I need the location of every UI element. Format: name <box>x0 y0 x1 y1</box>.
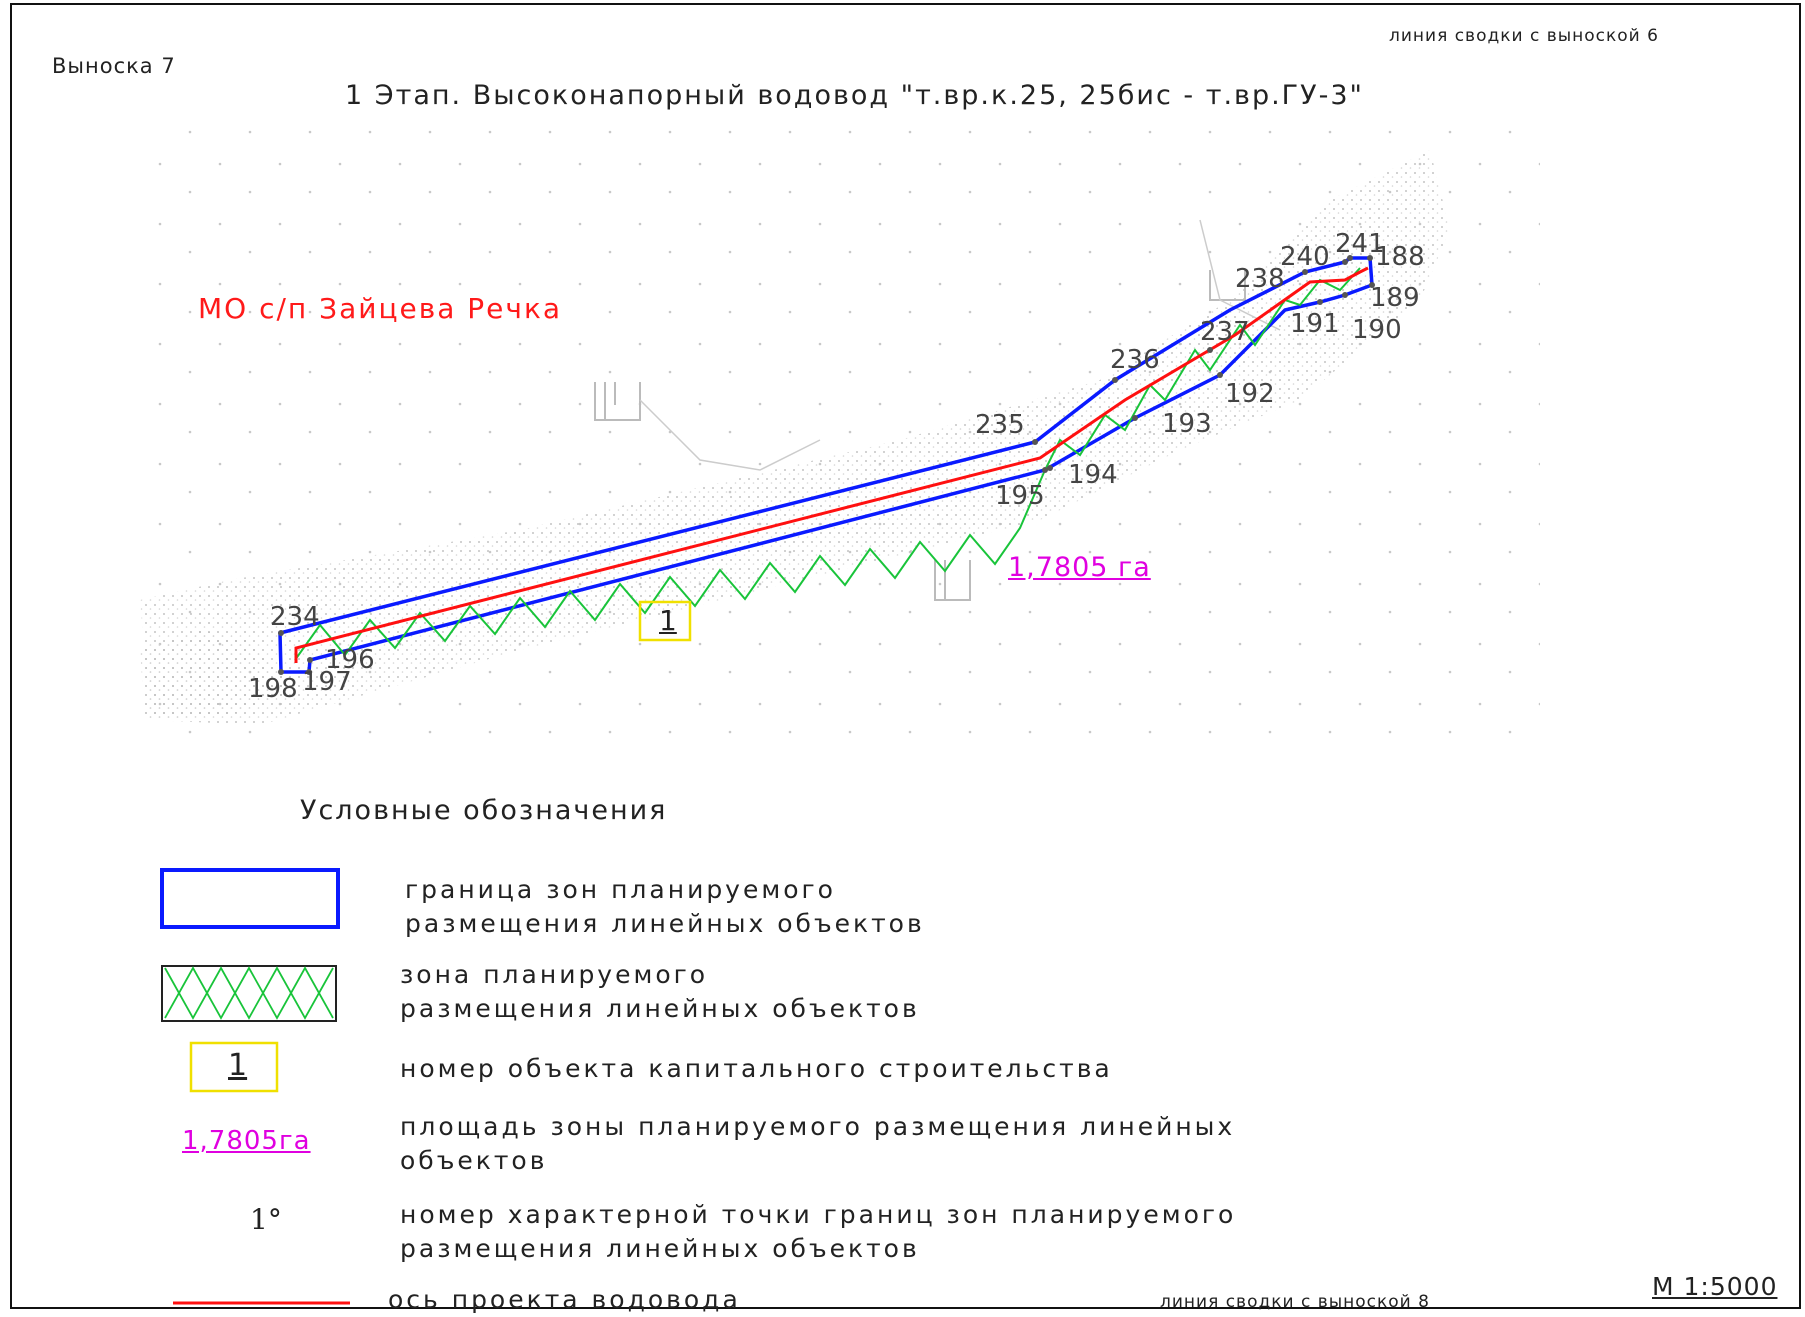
point-label: 195 <box>995 481 1045 511</box>
water-main-axis <box>294 266 1369 663</box>
point-label: 191 <box>1290 309 1340 339</box>
point-marker <box>278 669 284 675</box>
terrain-band <box>140 150 1450 725</box>
point-marker <box>1132 415 1138 421</box>
point-label: 188 <box>1375 242 1425 272</box>
point-marker <box>1367 255 1373 261</box>
municipality-label: МО с/п Зайцева Речка <box>198 292 563 325</box>
legend-item-object: номер объекта капитального строительства <box>400 1054 1113 1083</box>
point-marker <box>1207 347 1213 353</box>
legend-object-box-symbol <box>189 1041 279 1093</box>
point-marker <box>1342 259 1348 265</box>
point-label: 192 <box>1225 379 1275 409</box>
legend-item-boundary: граница зон планируемого размещения линей… <box>405 875 925 938</box>
point-label: 194 <box>1068 460 1118 490</box>
point-marker <box>306 669 312 675</box>
legend-item-point: номер характерной точки границ зон плани… <box>400 1200 1237 1263</box>
legend-item-axis: ось проекта водовода <box>388 1285 741 1314</box>
point-label: 189 <box>1370 283 1420 313</box>
point-marker <box>1302 269 1308 275</box>
legend-item-hatch: зона планируемого размещения линейных объ… <box>400 960 920 1023</box>
point-label: 240 <box>1280 242 1330 272</box>
point-label: 196 <box>325 645 375 675</box>
legend-title: Условные обозначения <box>300 795 668 826</box>
point-marker <box>1217 372 1223 378</box>
point-marker <box>278 630 284 636</box>
match-line-top: линия сводки с выноской 6 <box>1389 26 1659 46</box>
legend-hatch-symbol <box>161 965 337 1022</box>
point-label: 198 <box>248 674 298 704</box>
point-label: 238 <box>1235 264 1285 294</box>
match-line-bottom: линия сводки с выноской 8 <box>1160 1292 1430 1312</box>
legend-object-sample: 1 <box>228 1048 248 1083</box>
legend-point-sample: 1° <box>250 1203 282 1236</box>
point-marker <box>1047 465 1053 471</box>
legend-boundary-symbol <box>160 868 340 929</box>
zone-hatch <box>294 267 1361 661</box>
legend-item-area: площадь зоны планируемого размещения лин… <box>400 1112 1236 1175</box>
point-marker <box>1317 299 1323 305</box>
point-marker <box>1042 467 1048 473</box>
area-label: 1,7805 га <box>1008 552 1151 583</box>
point-label: 234 <box>270 602 320 632</box>
legend-area-sample: 1,7805га <box>182 1126 311 1156</box>
point-label: 241 <box>1335 229 1385 259</box>
scale-label: М 1:5000 <box>1652 1272 1778 1301</box>
point-label: 236 <box>1110 345 1160 375</box>
point-marker <box>1342 292 1348 298</box>
point-label: 237 <box>1200 317 1250 347</box>
point-marker <box>1369 282 1375 288</box>
terrain-band-dense <box>140 630 300 720</box>
point-label: 193 <box>1162 409 1212 439</box>
point-marker <box>1032 439 1038 445</box>
callout-label: Выноска 7 <box>52 54 176 78</box>
object-number-label: 1 <box>659 604 677 637</box>
object-number-box <box>638 600 692 642</box>
point-label: 235 <box>975 410 1025 440</box>
point-label: 190 <box>1352 315 1402 345</box>
map-title: 1 Этап. Высоконапорный водовод "т.вр.к.2… <box>345 80 1364 111</box>
road-lines <box>639 219 1281 471</box>
point-marker <box>307 657 313 663</box>
point-marker <box>1347 255 1353 261</box>
point-label: 197 <box>302 667 352 697</box>
point-marker <box>1112 377 1118 383</box>
